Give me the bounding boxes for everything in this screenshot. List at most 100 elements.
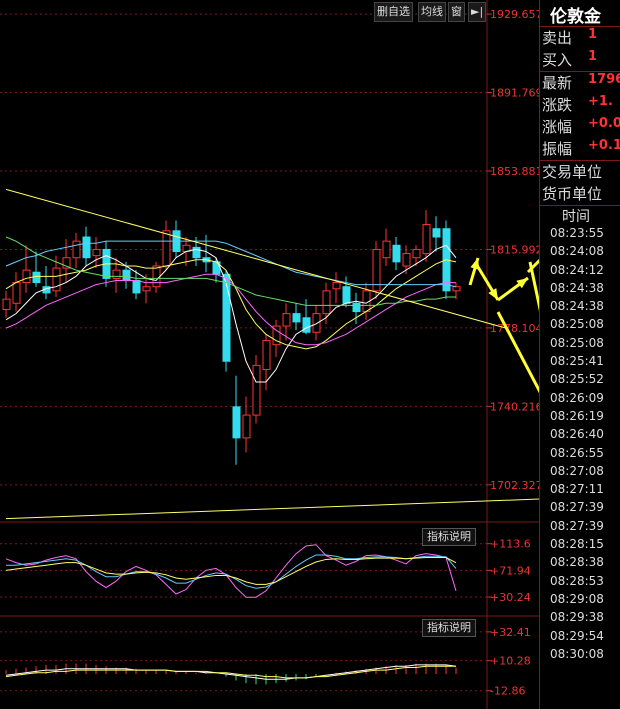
candle <box>402 253 411 267</box>
series-line <box>6 554 457 589</box>
quote-row-buy: 买入 1 <box>542 49 598 69</box>
tick-label: 1815.992 <box>490 243 539 256</box>
quote-row-amplitude: 振幅 +0.1 <box>542 138 620 158</box>
time-list: 08:23:55 08:24:08 08:24:12 08:24:38 08:24:38… <box>540 226 620 665</box>
series-line <box>5 236 456 306</box>
time-row: 08:26:09 <box>550 390 604 405</box>
moving-average-button[interactable]: 均线 <box>418 2 446 22</box>
candle <box>222 273 231 362</box>
tick-label: +30.24 <box>490 591 531 604</box>
indicator-help-mid[interactable]: 指标说明 <box>422 528 476 546</box>
tick-label: 1740.216 <box>490 400 539 413</box>
quote-row-change: 涨跌 +1. <box>542 94 613 114</box>
candle <box>132 279 141 294</box>
arrowhead <box>488 288 498 300</box>
arrowhead <box>516 278 528 289</box>
time-row: 08:24:08 <box>550 244 604 259</box>
candle <box>82 236 91 259</box>
candle <box>52 267 61 292</box>
tick-label: 1778.104 <box>490 322 539 335</box>
candle <box>232 406 241 439</box>
time-row: 08:24:38 <box>550 299 604 314</box>
time-row: 08:27:39 <box>550 500 604 515</box>
candle <box>392 244 401 263</box>
remove-watchlist-button[interactable]: 删自选 <box>374 2 413 22</box>
time-row: 08:29:54 <box>550 628 604 643</box>
tick-label: +32.41 <box>490 626 531 639</box>
candle <box>422 224 431 255</box>
candle <box>252 364 261 416</box>
time-row: 08:26:40 <box>550 427 604 442</box>
time-row: 08:28:15 <box>550 537 604 552</box>
indicator-help-bottom[interactable]: 指标说明 <box>422 619 476 637</box>
candle <box>142 286 151 292</box>
instrument-title: 伦敦金 <box>550 7 601 26</box>
tick-label: -12.86 <box>490 685 525 698</box>
series-line <box>5 544 457 598</box>
candle <box>272 325 281 346</box>
candle <box>152 265 161 288</box>
time-row: 08:27:39 <box>550 518 604 533</box>
candle <box>452 286 461 292</box>
candle <box>312 313 321 333</box>
series-line <box>5 273 456 346</box>
time-row: 08:27:11 <box>550 482 604 497</box>
candle <box>352 302 361 313</box>
time-row: 08:27:08 <box>550 463 604 478</box>
tick-label: 1929.657 <box>490 8 539 21</box>
candle <box>92 248 101 257</box>
trendline <box>5 498 539 520</box>
series-line <box>5 240 457 288</box>
time-row: 08:26:19 <box>550 408 604 423</box>
time-header: 时间 <box>562 209 590 225</box>
tick-label: +71.94 <box>490 564 531 577</box>
candle <box>342 286 351 304</box>
candle <box>322 290 331 315</box>
trade-unit-label: 交易单位 <box>542 163 603 181</box>
trendline <box>5 188 507 329</box>
time-row: 08:26:55 <box>550 445 604 460</box>
quote-row-sell: 卖出 1 <box>542 27 598 47</box>
time-row: 08:25:52 <box>550 372 604 387</box>
tick-label: +10.28 <box>490 655 531 668</box>
time-row: 08:28:38 <box>550 555 604 570</box>
candle <box>62 257 71 269</box>
series-line <box>5 664 457 680</box>
annotation-arrow <box>496 311 539 394</box>
time-row: 08:29:08 <box>550 591 604 606</box>
time-row: 08:24:12 <box>550 262 604 277</box>
candle <box>432 228 441 238</box>
time-row: 08:25:41 <box>550 354 604 369</box>
currency-unit-label: 货币单位 <box>542 185 603 203</box>
time-row: 08:24:38 <box>550 280 604 295</box>
time-row: 08:25:08 <box>550 317 604 332</box>
tick-label: 1853.881 <box>490 165 539 178</box>
candle <box>162 230 171 267</box>
candle <box>192 246 201 259</box>
quote-row-change-pct: 涨幅 +0.0 <box>542 116 620 136</box>
candle <box>412 248 421 259</box>
candle <box>242 414 251 439</box>
time-row: 08:23:55 <box>550 226 604 240</box>
series-line <box>5 557 457 585</box>
tick-label: 1702.327 <box>490 479 539 492</box>
tick-label: 1891.769 <box>490 87 539 100</box>
window-button[interactable]: 窗 <box>448 2 465 22</box>
candle <box>72 240 81 259</box>
candle <box>372 248 381 292</box>
time-row: 08:30:08 <box>550 646 604 661</box>
series-line <box>5 665 456 679</box>
candle <box>2 298 11 310</box>
tick-label: +113.6 <box>490 538 531 551</box>
candle <box>32 271 41 284</box>
chart-area[interactable]: 1929.657 1891.769 1853.881 1815.992 1778.104… <box>0 0 539 709</box>
candle <box>12 282 21 304</box>
candle <box>262 340 271 371</box>
candle <box>122 269 131 281</box>
time-row: 08:25:08 <box>550 335 604 350</box>
end-icon[interactable]: ►| <box>468 2 487 22</box>
time-row: 08:28:53 <box>550 573 604 588</box>
series-line <box>5 244 457 383</box>
